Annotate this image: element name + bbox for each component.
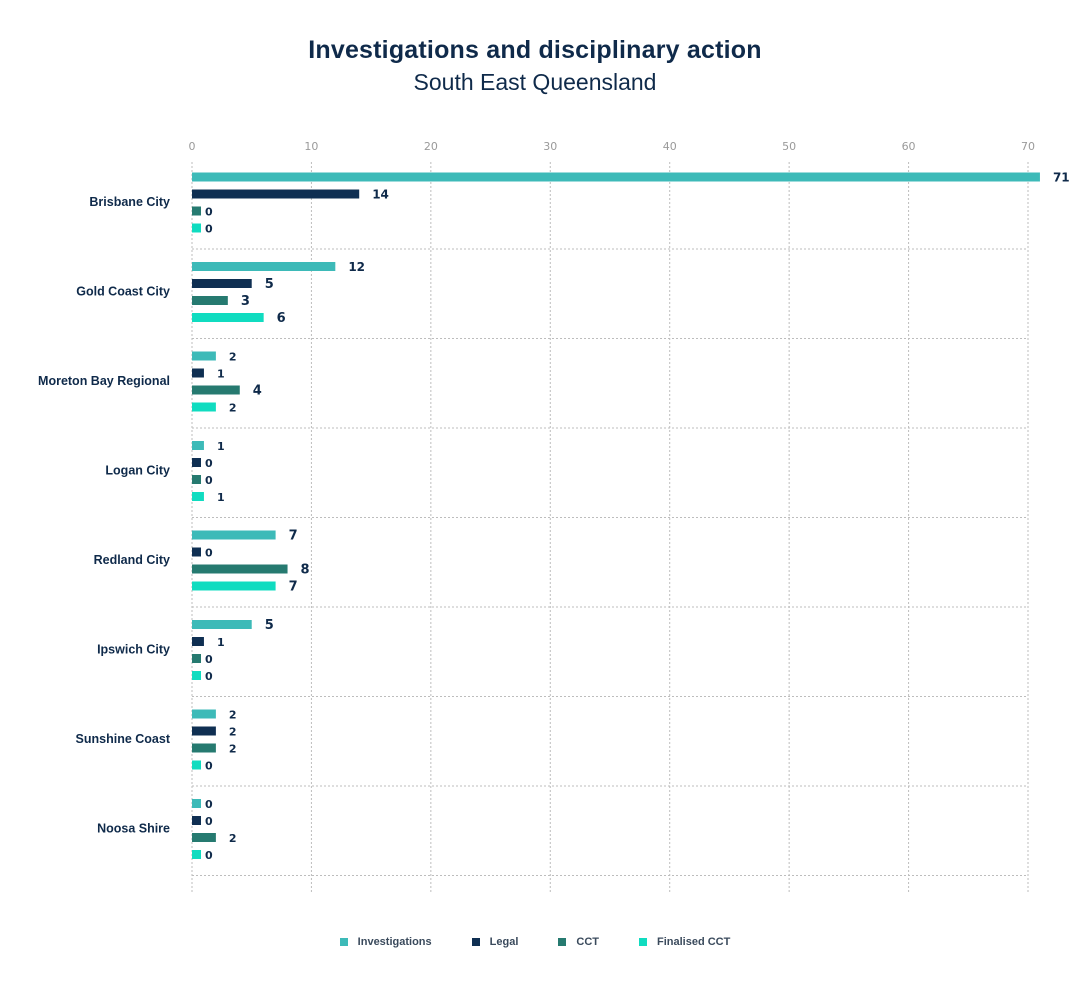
- legend-label: Legal: [489, 936, 519, 948]
- data-label: 71: [1053, 171, 1070, 185]
- title-block: Investigations and disciplinary action S…: [0, 36, 1070, 96]
- bar: [192, 223, 201, 233]
- data-label: 5: [265, 618, 274, 633]
- legend-label: CCT: [576, 936, 599, 948]
- data-label: 5: [265, 277, 274, 292]
- x-tick-label: 60: [902, 140, 916, 153]
- legend-label: Investigations: [357, 936, 432, 948]
- data-label: 2: [229, 832, 237, 845]
- bar: [192, 351, 216, 361]
- legend-label: Finalised CCT: [656, 936, 731, 948]
- x-tick-label: 70: [1021, 140, 1035, 153]
- x-tick-label: 20: [424, 140, 438, 153]
- bar: [192, 530, 276, 540]
- bar: [192, 441, 204, 450]
- bar: [192, 726, 216, 736]
- bar: [192, 850, 201, 859]
- category-label: Sunshine Coast: [76, 732, 171, 746]
- x-tick-label: 10: [304, 140, 318, 153]
- data-label: 0: [205, 474, 213, 487]
- bar: [192, 564, 288, 574]
- bar: [192, 296, 228, 305]
- legend-item: Finalised CCT: [638, 936, 731, 948]
- legend-swatch: [638, 938, 647, 946]
- legend-swatch: [558, 938, 567, 946]
- category-label: Brisbane City: [89, 195, 170, 209]
- bar: [192, 743, 216, 753]
- data-label: 1: [217, 491, 225, 504]
- bar: [192, 833, 216, 842]
- x-tick-label: 0: [189, 140, 196, 153]
- chart-subtitle: South East Queensland: [413, 69, 657, 95]
- bar: [192, 799, 201, 808]
- data-label: 1: [217, 636, 225, 649]
- data-label: 0: [205, 670, 213, 683]
- data-label: 8: [301, 563, 310, 578]
- bar: [192, 547, 201, 557]
- bar: [192, 620, 252, 629]
- data-label: 12: [348, 260, 365, 274]
- data-label: 2: [229, 709, 237, 722]
- category-label: Redland City: [94, 553, 170, 567]
- x-tick-label: 30: [543, 140, 557, 153]
- bar: [192, 279, 252, 288]
- data-label: 2: [229, 726, 237, 739]
- legend-swatch: [471, 938, 480, 946]
- bar: [192, 313, 264, 322]
- x-tick-label: 40: [663, 140, 677, 153]
- category-label: Ipswich City: [97, 643, 170, 657]
- bar: [192, 475, 201, 484]
- bar: [192, 671, 201, 680]
- category-label: Logan City: [105, 464, 170, 478]
- bar: [192, 760, 201, 770]
- data-label: 0: [205, 798, 213, 811]
- legend-swatch: [339, 938, 348, 946]
- bar: [192, 709, 216, 719]
- data-label: 0: [205, 223, 213, 236]
- legend-item: Legal: [471, 936, 519, 948]
- data-label: 7: [289, 529, 298, 544]
- data-label: 0: [205, 206, 213, 219]
- bar: [192, 206, 201, 216]
- data-label: 0: [205, 653, 213, 666]
- legend-item: CCT: [558, 936, 599, 948]
- bar: [192, 385, 240, 395]
- data-label: 6: [277, 311, 286, 326]
- data-label: 14: [372, 188, 389, 202]
- data-label: 2: [229, 743, 237, 756]
- bar: [192, 581, 276, 591]
- data-label: 0: [205, 815, 213, 828]
- chart-title: Investigations and disciplinary action: [308, 36, 762, 64]
- data-label: 0: [205, 760, 213, 773]
- bar: [192, 262, 336, 271]
- bar: [192, 402, 216, 412]
- bar: [192, 492, 204, 501]
- data-label: 0: [205, 849, 213, 862]
- bar: [192, 637, 204, 646]
- bar: [192, 654, 201, 663]
- data-label: 0: [205, 457, 213, 470]
- category-label: Moreton Bay Regional: [38, 374, 170, 388]
- x-tick-label: 50: [782, 140, 796, 153]
- data-label: 2: [229, 351, 237, 364]
- data-label: 1: [217, 368, 225, 381]
- data-label: 1: [217, 440, 225, 453]
- bar: [192, 172, 1040, 182]
- legend: Investigations Legal CCT Finalised CCT: [0, 936, 1070, 948]
- bar: [192, 189, 360, 199]
- bar: [192, 368, 204, 378]
- bar: [192, 458, 201, 467]
- data-label: 2: [229, 402, 237, 415]
- data-label: 4: [253, 384, 262, 399]
- category-label: Gold Coast City: [76, 285, 170, 299]
- category-label: Noosa Shire: [97, 822, 170, 836]
- data-label: 7: [289, 580, 298, 595]
- bar: [192, 816, 201, 825]
- legend-item: Investigations: [339, 936, 432, 948]
- data-label: 3: [241, 294, 250, 309]
- data-label: 0: [205, 547, 213, 560]
